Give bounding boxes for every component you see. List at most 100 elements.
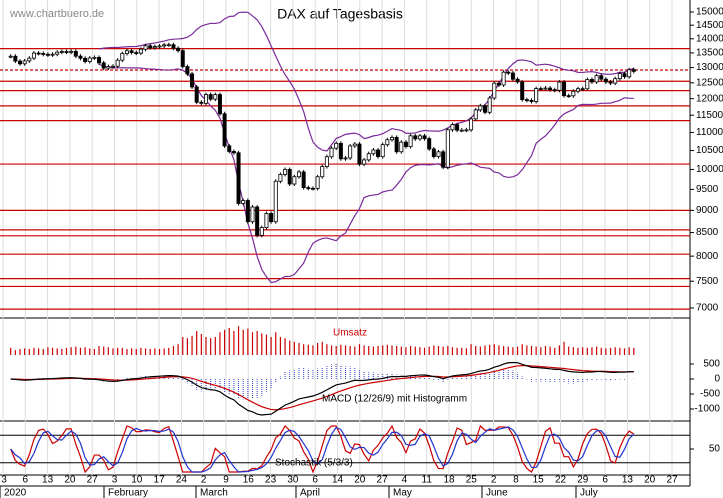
candle xyxy=(487,97,492,113)
candle xyxy=(338,142,343,160)
candle xyxy=(501,71,506,86)
macd-tick-label: 500 xyxy=(703,359,720,370)
x-tick-label: 2 xyxy=(491,475,497,486)
x-tick-label: 9 xyxy=(223,475,229,486)
x-tick-label: 4 xyxy=(402,475,408,486)
candle xyxy=(176,47,181,52)
x-tick-label: 10 xyxy=(131,475,143,486)
y-tick-label: 7500 xyxy=(696,276,719,287)
candle xyxy=(97,57,102,64)
candle xyxy=(120,53,125,61)
x-tick-label: 27 xyxy=(666,475,678,486)
candle xyxy=(506,71,511,74)
stoch-d xyxy=(10,426,635,473)
candle xyxy=(194,86,199,103)
y-tick-label: 12500 xyxy=(696,77,723,88)
candle xyxy=(478,105,483,111)
candle xyxy=(399,141,404,153)
candle xyxy=(217,94,222,115)
candle xyxy=(162,44,167,47)
candle xyxy=(431,148,436,158)
candle xyxy=(492,82,497,99)
y-tick-label: 13500 xyxy=(696,48,723,59)
candle xyxy=(469,118,474,131)
candle xyxy=(264,213,269,228)
candle xyxy=(138,48,143,54)
candle xyxy=(166,44,171,47)
candle xyxy=(548,87,553,91)
candle xyxy=(143,45,148,50)
macd-tick-label: -1000 xyxy=(694,404,720,415)
y-tick-label: 7000 xyxy=(696,303,719,314)
candle xyxy=(36,52,41,55)
candle xyxy=(580,88,585,91)
x-tick-label: 17 xyxy=(154,475,166,486)
x-month-label: April xyxy=(300,488,320,498)
candle xyxy=(631,69,636,72)
y-tick-label: 8000 xyxy=(696,251,719,262)
y-tick-label: 12000 xyxy=(696,93,723,104)
y-tick-label: 13000 xyxy=(696,62,723,73)
y-tick-label: 11500 xyxy=(696,110,723,121)
candle xyxy=(320,166,325,178)
candle xyxy=(473,109,478,120)
candle xyxy=(78,55,83,59)
x-month-label: June xyxy=(486,488,508,498)
candle xyxy=(627,69,632,78)
candle xyxy=(190,73,195,88)
candle xyxy=(222,113,227,147)
candle xyxy=(376,149,381,158)
y-tick-label: 9500 xyxy=(696,184,719,195)
candle xyxy=(22,60,27,65)
x-tick-label: 6 xyxy=(312,475,318,486)
candle xyxy=(152,46,157,49)
x-tick-label: 15 xyxy=(533,475,545,486)
candle xyxy=(566,95,571,98)
candle xyxy=(343,157,348,160)
candle xyxy=(362,159,367,165)
candle xyxy=(366,153,371,161)
x-tick-label: 27 xyxy=(377,475,389,486)
candle xyxy=(371,149,376,155)
candle xyxy=(13,55,18,62)
macd-label: MACD (12/26/9) mit Histogramm xyxy=(322,394,467,405)
candle xyxy=(464,129,469,132)
candle xyxy=(213,94,218,100)
candle xyxy=(510,72,515,80)
candle xyxy=(585,79,590,90)
watermark: www.chartbuero.de xyxy=(9,8,104,20)
candle xyxy=(496,82,501,86)
x-tick-label: 13 xyxy=(42,475,54,486)
y-tick-label: 11000 xyxy=(696,127,723,138)
candle xyxy=(296,171,301,178)
x-tick-label: 29 xyxy=(577,475,589,486)
candle xyxy=(8,55,13,58)
candle xyxy=(106,66,111,69)
candle xyxy=(180,50,185,67)
candle xyxy=(348,145,353,159)
x-tick-label: 25 xyxy=(466,475,478,486)
candle xyxy=(417,135,422,140)
candle xyxy=(389,136,394,141)
candle xyxy=(83,57,88,62)
candle xyxy=(185,66,190,75)
volume-label: Umsatz xyxy=(333,328,367,339)
x-tick-label: 3 xyxy=(1,475,7,486)
candle xyxy=(441,151,446,168)
stoch-tick-label: 50 xyxy=(709,444,721,455)
candle xyxy=(436,151,441,158)
candle xyxy=(413,135,418,140)
candle xyxy=(129,50,134,53)
candle xyxy=(445,129,450,168)
candle xyxy=(427,138,432,150)
candle xyxy=(543,87,548,90)
x-tick-label: 11 xyxy=(422,475,433,486)
candle xyxy=(613,78,618,84)
y-tick-label: 14000 xyxy=(696,33,723,44)
x-tick-label: 24 xyxy=(176,475,188,486)
candle xyxy=(250,206,255,223)
x-tick-label: 2 xyxy=(201,475,207,486)
candle xyxy=(255,206,260,236)
candle xyxy=(306,187,311,190)
